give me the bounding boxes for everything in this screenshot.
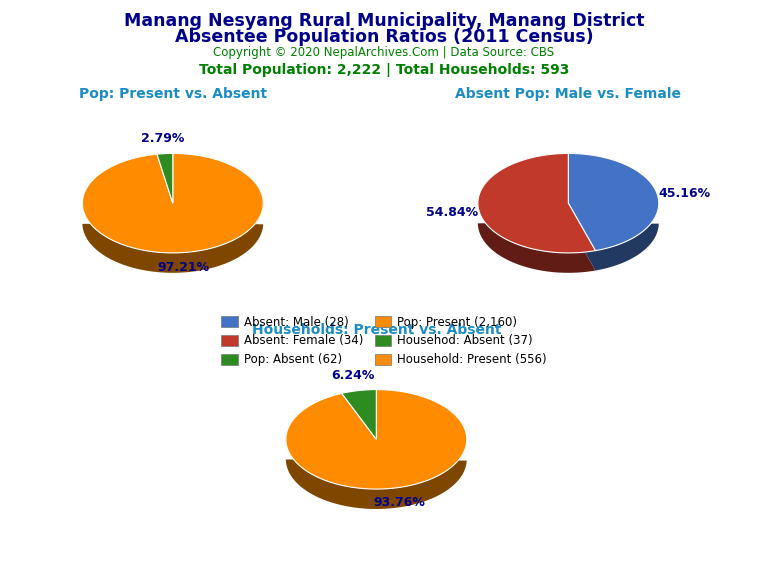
Title: Households: Present vs. Absent: Households: Present vs. Absent bbox=[252, 323, 501, 338]
Title: Absent Pop: Male vs. Female: Absent Pop: Male vs. Female bbox=[455, 87, 681, 101]
Text: Absentee Population Ratios (2011 Census): Absentee Population Ratios (2011 Census) bbox=[174, 28, 594, 46]
Polygon shape bbox=[568, 153, 659, 251]
Text: 54.84%: 54.84% bbox=[426, 206, 478, 219]
Polygon shape bbox=[478, 203, 595, 273]
Text: Total Population: 2,222 | Total Households: 593: Total Population: 2,222 | Total Househol… bbox=[199, 63, 569, 77]
Title: Pop: Present vs. Absent: Pop: Present vs. Absent bbox=[79, 87, 266, 101]
Text: 2.79%: 2.79% bbox=[141, 132, 184, 145]
Polygon shape bbox=[82, 153, 263, 253]
Polygon shape bbox=[157, 153, 173, 203]
Text: Manang Nesyang Rural Municipality, Manang District: Manang Nesyang Rural Municipality, Manan… bbox=[124, 12, 644, 29]
Text: 45.16%: 45.16% bbox=[658, 187, 710, 200]
Polygon shape bbox=[478, 153, 595, 253]
Polygon shape bbox=[568, 203, 659, 271]
Text: Copyright © 2020 NepalArchives.Com | Data Source: CBS: Copyright © 2020 NepalArchives.Com | Dat… bbox=[214, 46, 554, 59]
Text: 97.21%: 97.21% bbox=[157, 261, 209, 274]
Polygon shape bbox=[82, 203, 263, 273]
Polygon shape bbox=[286, 439, 467, 509]
Polygon shape bbox=[286, 389, 467, 489]
Polygon shape bbox=[342, 389, 376, 439]
Text: 6.24%: 6.24% bbox=[332, 369, 375, 382]
Legend: Absent: Male (28), Absent: Female (34), Pop: Absent (62), Pop: Present (2,160), : Absent: Male (28), Absent: Female (34), … bbox=[217, 311, 551, 371]
Text: 93.76%: 93.76% bbox=[373, 497, 425, 509]
